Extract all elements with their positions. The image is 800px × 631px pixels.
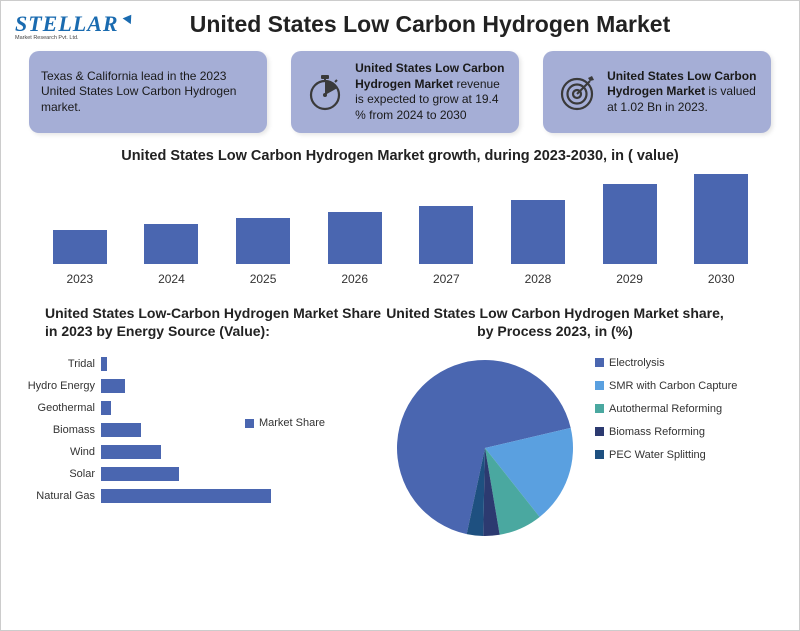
legend-square-icon [595, 358, 604, 367]
energy-source-chart-section: United States Low-Carbon Hydrogen Market… [15, 304, 385, 542]
hbar [101, 357, 107, 371]
hbar [101, 379, 125, 393]
hbar-label: Solar [15, 468, 101, 480]
hbar-row: Solar [15, 463, 385, 485]
hbar-label: Hydro Energy [15, 380, 101, 392]
header: STELLAR Market Research Pvt. Ltd. United… [1, 1, 799, 41]
bar-label: 2025 [250, 272, 277, 286]
pie-legend-row: PEC Water Splitting [595, 449, 737, 462]
bar-label: 2024 [158, 272, 185, 286]
legend-square-icon [595, 381, 604, 390]
hbar-row: Wind [15, 441, 385, 463]
bar-label: 2023 [66, 272, 93, 286]
info-box-regions: Texas & California lead in the 2023 Unit… [29, 51, 267, 133]
hbar-row: Geothermal [15, 397, 385, 419]
process-pie-section: United States Low Carbon Hydrogen Market… [385, 304, 785, 542]
process-pie-area: Electrolysis SMR with Carbon Capture Autot… [385, 353, 785, 543]
hbar [101, 467, 179, 481]
bottom-row: United States Low-Carbon Hydrogen Market… [1, 286, 799, 542]
energy-source-legend-text: Market Share [259, 417, 325, 429]
hbar-label: Geothermal [15, 402, 101, 414]
pie-legend-row: Electrolysis [595, 357, 737, 370]
legend-square-icon [595, 427, 604, 436]
growth-chart-title: United States Low Carbon Hydrogen Market… [29, 147, 771, 166]
info-box-growth: United States Low Carbon Hydrogen Market… [291, 51, 519, 133]
bar [53, 230, 107, 264]
energy-source-hbar-chart: Market Share Tridal Hydro Energy Geotherma… [15, 353, 385, 507]
hbar-row: Biomass [15, 419, 385, 441]
bar-col: 2025 [223, 218, 303, 286]
process-pie-chart [385, 353, 585, 543]
growth-chart-section: United States Low Carbon Hydrogen Market… [1, 139, 799, 286]
bar [419, 206, 473, 264]
legend-square-icon [595, 404, 604, 413]
hbar [101, 423, 141, 437]
hbar-label: Wind [15, 446, 101, 458]
bar-label: 2027 [433, 272, 460, 286]
bar-col: 2024 [131, 224, 211, 286]
bar [511, 200, 565, 264]
hbar-row: Natural Gas [15, 485, 385, 507]
hbar-label: Natural Gas [15, 490, 101, 502]
bar [328, 212, 382, 264]
bar-col: 2026 [315, 212, 395, 286]
bar-col: 2029 [590, 184, 670, 286]
hbar [101, 401, 111, 415]
energy-source-legend: Market Share [245, 417, 325, 429]
legend-square-icon [245, 419, 254, 428]
process-pie-title: United States Low Carbon Hydrogen Market… [385, 304, 785, 340]
pie-legend-label: Autothermal Reforming [609, 403, 722, 416]
growth-bar-chart: 2023 2024 2025 2026 2027 2028 2029 2030 [29, 176, 771, 286]
bar [694, 174, 748, 264]
process-pie-legend: Electrolysis SMR with Carbon Capture Autot… [595, 353, 737, 473]
pie-legend-label: SMR with Carbon Capture [609, 380, 737, 393]
logo-brand: STELLAR [15, 11, 119, 37]
energy-source-title: United States Low-Carbon Hydrogen Market… [15, 304, 385, 340]
bar [236, 218, 290, 264]
bar-label: 2028 [525, 272, 552, 286]
energy-source-legend-label: Market Share [259, 417, 325, 429]
bar-col: 2030 [681, 174, 761, 286]
bar-label: 2026 [341, 272, 368, 286]
bar-label: 2030 [708, 272, 735, 286]
info-box-regions-text: Texas & California lead in the 2023 Unit… [41, 69, 255, 116]
stopwatch-icon [303, 70, 347, 114]
info-box-valuation-text: United States Low Carbon Hydrogen Market… [607, 69, 759, 116]
info-boxes: Texas & California lead in the 2023 Unit… [1, 41, 799, 139]
hbar [101, 445, 161, 459]
hbar-label: Biomass [15, 424, 101, 436]
pie-legend-row: Biomass Reforming [595, 426, 737, 439]
bar [603, 184, 657, 264]
bar-label: 2029 [616, 272, 643, 286]
bar-col: 2027 [406, 206, 486, 286]
pie-legend-label: Electrolysis [609, 357, 665, 370]
target-icon [555, 70, 599, 114]
pie-legend-label: Biomass Reforming [609, 426, 705, 439]
hbar-row: Tridal [15, 353, 385, 375]
hbar [101, 489, 271, 503]
hbar-label: Tridal [15, 358, 101, 370]
info-box-valuation: United States Low Carbon Hydrogen Market… [543, 51, 771, 133]
bar-col: 2023 [40, 230, 120, 286]
logo: STELLAR Market Research Pvt. Ltd. [15, 7, 135, 41]
info-box-growth-text: United States Low Carbon Hydrogen Market… [355, 61, 507, 123]
pie-legend-row: Autothermal Reforming [595, 403, 737, 416]
page-title: United States Low Carbon Hydrogen Market [135, 11, 785, 38]
legend-square-icon [595, 450, 604, 459]
pie-legend-label: PEC Water Splitting [609, 449, 706, 462]
pie-legend-row: SMR with Carbon Capture [595, 380, 737, 393]
bar [144, 224, 198, 264]
bar-col: 2028 [498, 200, 578, 286]
hbar-row: Hydro Energy [15, 375, 385, 397]
